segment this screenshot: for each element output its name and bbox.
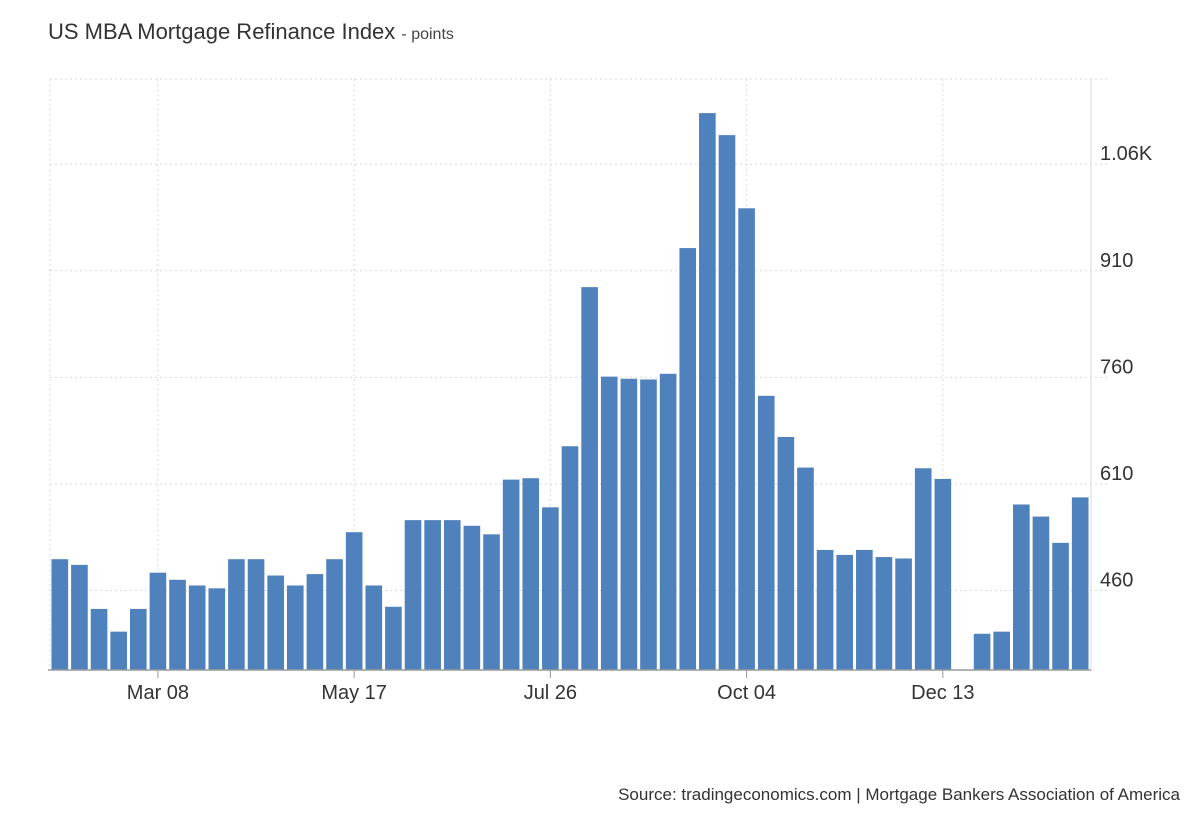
bar xyxy=(895,558,912,670)
bar xyxy=(443,520,461,670)
bar xyxy=(1071,497,1089,670)
bar xyxy=(522,478,540,670)
bar xyxy=(542,507,559,670)
y-tick-label: 910 xyxy=(1100,250,1133,272)
bar xyxy=(679,248,697,670)
bar xyxy=(914,468,932,670)
x-tick-label: May 17 xyxy=(321,682,387,704)
bar xyxy=(1032,516,1050,670)
bar xyxy=(169,579,186,670)
bar xyxy=(620,378,638,670)
bar xyxy=(600,376,618,670)
bar xyxy=(993,631,1011,670)
y-tick-label: 460 xyxy=(1100,569,1133,591)
bar xyxy=(208,588,226,670)
bar xyxy=(856,549,873,670)
bar xyxy=(502,479,520,670)
bar xyxy=(267,575,284,670)
bar xyxy=(757,395,775,670)
x-tick-label: Jul 26 xyxy=(524,682,577,704)
bar xyxy=(483,534,500,670)
bar xyxy=(424,520,441,670)
bar xyxy=(797,467,814,670)
bar xyxy=(51,559,69,670)
bar xyxy=(777,437,795,670)
chart-title-text: US MBA Mortgage Refinance Index xyxy=(48,19,396,44)
bar xyxy=(385,606,402,670)
bar xyxy=(640,379,657,670)
bar xyxy=(71,564,88,670)
y-tick-label: 1.06K xyxy=(1100,143,1153,165)
x-tick-label: Mar 08 xyxy=(127,682,189,704)
bar xyxy=(149,572,167,670)
bar xyxy=(129,608,147,670)
x-tick-label: Dec 13 xyxy=(911,682,974,704)
bar xyxy=(345,532,363,670)
x-tick-label: Oct 04 xyxy=(717,682,776,704)
bar xyxy=(365,585,383,670)
bar xyxy=(306,574,324,670)
chart-title: US MBA Mortgage Refinance Index - points xyxy=(48,19,454,45)
chart-unit: - points xyxy=(401,26,454,43)
bar xyxy=(836,554,854,670)
bar xyxy=(110,631,127,670)
bar xyxy=(659,373,677,670)
bar xyxy=(718,135,736,671)
bar xyxy=(973,633,991,670)
bar xyxy=(404,520,422,670)
bar xyxy=(188,585,206,670)
y-tick-label: 610 xyxy=(1100,463,1133,485)
bar xyxy=(875,557,893,670)
bar xyxy=(463,525,481,670)
bar xyxy=(286,585,304,670)
bar xyxy=(247,559,265,670)
bar xyxy=(228,559,245,670)
bar xyxy=(561,446,579,670)
bar xyxy=(326,559,343,670)
bar xyxy=(1052,542,1069,670)
source-note: Source: tradingeconomics.com | Mortgage … xyxy=(618,785,1180,804)
bar xyxy=(934,478,952,670)
bar xyxy=(738,208,755,670)
bar xyxy=(1013,504,1030,670)
bar xyxy=(581,287,598,670)
bar xyxy=(816,549,834,670)
bar xyxy=(699,113,716,671)
bar xyxy=(90,608,108,670)
y-tick-label: 760 xyxy=(1100,356,1133,378)
